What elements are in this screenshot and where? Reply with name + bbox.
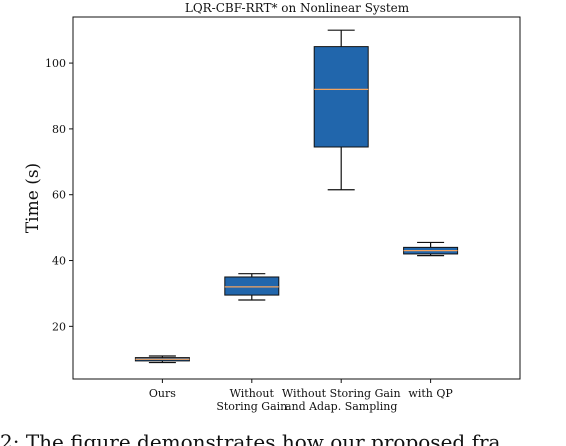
x-tick-label: and Adap. Sampling [285,400,398,413]
y-tick-label: 100 [45,57,66,70]
x-tick-label: Ours [149,387,176,400]
figure-caption: 2: The figure demonstrates how our propo… [0,430,501,446]
box-series [134,29,459,364]
box-plot-chart: LQR-CBF-RRT* on Nonlinear System 20 40 60 8… [23,1,521,413]
plot-area-frame [72,16,521,380]
y-tick-label: 20 [52,320,66,333]
x-tick-label: Without [230,387,275,400]
y-axis: 20 40 60 80 100 [45,57,73,333]
x-tick-label: Storing Gain [216,400,287,413]
box-iqr [224,276,280,296]
y-tick-label: 80 [52,123,66,136]
x-tick-label: with QP [408,387,453,400]
box-group [403,241,459,257]
y-tick-label: 40 [52,255,66,268]
box-group [224,273,280,301]
chart-title: LQR-CBF-RRT* on Nonlinear System [185,1,410,15]
box-group [313,29,369,191]
y-tick-label: 60 [52,189,66,202]
x-tick-label: Without Storing Gain [282,387,401,400]
box-iqr [313,46,369,148]
y-axis-label: Time (s) [23,163,43,233]
box-group [134,355,190,364]
